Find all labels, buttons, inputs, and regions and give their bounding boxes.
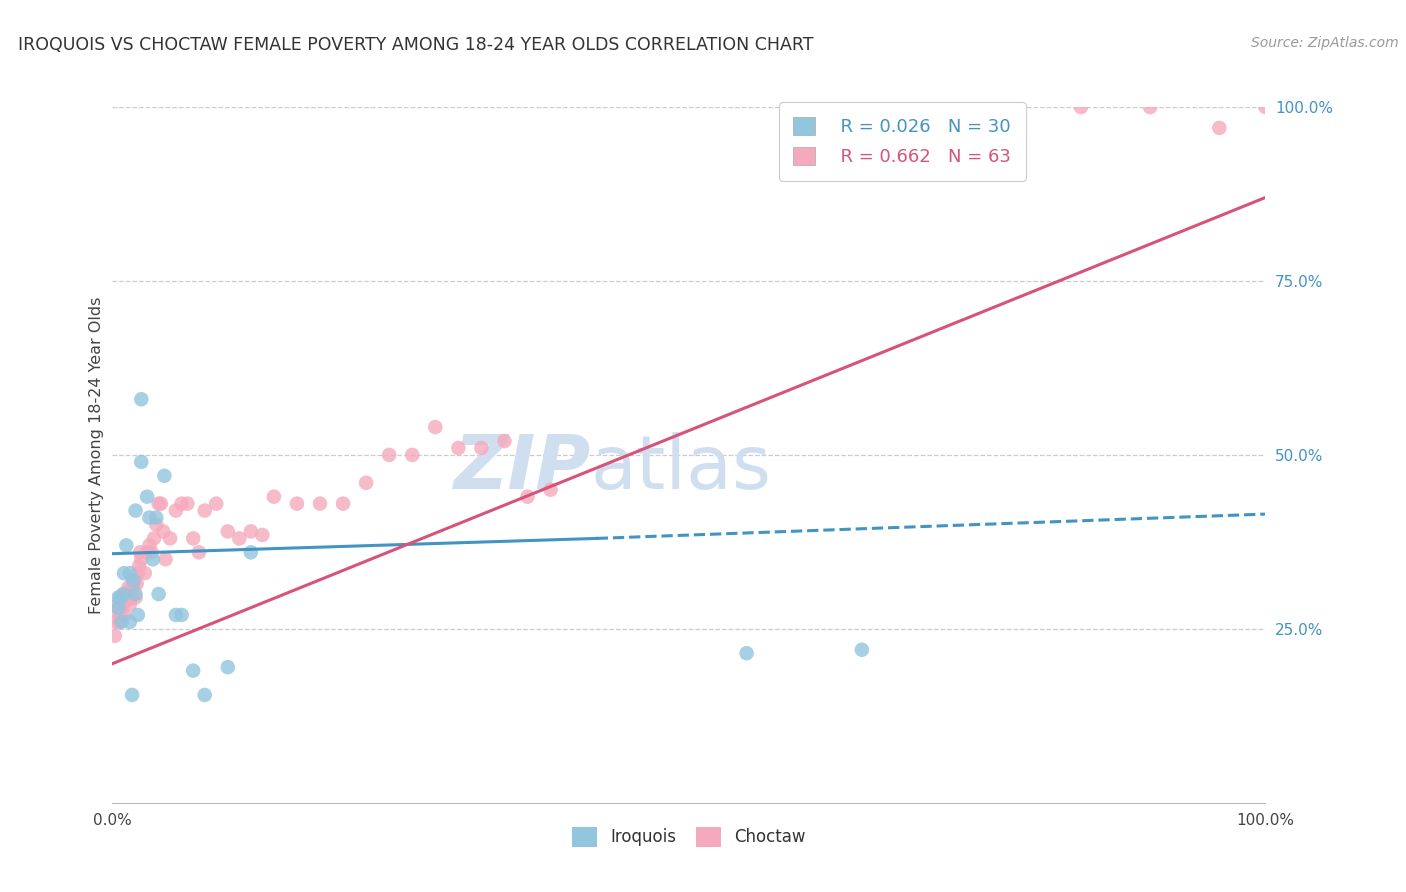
Point — [111, 615, 134, 629]
Point — [117, 587, 139, 601]
Point — [165, 503, 187, 517]
Point — [107, 601, 129, 615]
Point — [1139, 100, 1161, 114]
Point — [134, 566, 156, 581]
Point — [112, 587, 135, 601]
Point — [149, 497, 172, 511]
Point — [1208, 120, 1230, 135]
Y-axis label: Female Poverty Among 18-24 Year Olds: Female Poverty Among 18-24 Year Olds — [89, 296, 104, 614]
Point — [111, 598, 134, 612]
Point — [125, 576, 148, 591]
Point — [129, 552, 153, 566]
Point — [401, 448, 423, 462]
Point — [1254, 100, 1277, 114]
Point — [285, 497, 308, 511]
Point — [194, 503, 217, 517]
Point — [107, 598, 129, 612]
Point — [120, 591, 142, 605]
Point — [118, 615, 141, 629]
Point — [176, 497, 198, 511]
Point — [181, 664, 204, 678]
Point — [138, 538, 160, 552]
Point — [121, 580, 143, 594]
Point — [217, 524, 239, 539]
Point — [127, 607, 149, 622]
Point — [107, 591, 129, 605]
Point — [205, 497, 228, 511]
Point — [115, 594, 138, 608]
Point — [124, 503, 146, 517]
Point — [110, 591, 132, 605]
Text: IROQUOIS VS CHOCTAW FEMALE POVERTY AMONG 18-24 YEAR OLDS CORRELATION CHART: IROQUOIS VS CHOCTAW FEMALE POVERTY AMONG… — [18, 36, 814, 54]
Legend: Iroquois, Choctaw: Iroquois, Choctaw — [565, 820, 813, 854]
Point — [252, 528, 274, 542]
Point — [136, 545, 159, 559]
Point — [155, 552, 177, 566]
Point — [138, 510, 160, 524]
Point — [122, 573, 145, 587]
Point — [170, 497, 193, 511]
Point — [152, 524, 174, 539]
Point — [540, 483, 562, 497]
Point — [112, 566, 135, 581]
Point — [159, 532, 181, 546]
Point — [129, 392, 153, 407]
Text: ZIP: ZIP — [454, 433, 591, 506]
Point — [470, 441, 492, 455]
Point — [309, 497, 332, 511]
Point — [447, 441, 470, 455]
Point — [129, 545, 152, 559]
Point — [425, 420, 447, 434]
Point — [263, 490, 285, 504]
Point — [735, 646, 758, 660]
Point — [112, 591, 135, 605]
Point — [239, 524, 262, 539]
Point — [217, 660, 239, 674]
Point — [332, 497, 354, 511]
Text: Source: ZipAtlas.com: Source: ZipAtlas.com — [1251, 36, 1399, 50]
Point — [516, 490, 538, 504]
Point — [194, 688, 217, 702]
Point — [145, 510, 167, 524]
Point — [121, 688, 143, 702]
Point — [108, 615, 131, 629]
Point — [228, 532, 250, 546]
Point — [111, 587, 134, 601]
Point — [117, 580, 139, 594]
Point — [112, 607, 135, 622]
Text: atlas: atlas — [591, 433, 772, 506]
Point — [124, 576, 146, 591]
Point — [115, 538, 138, 552]
Point — [148, 497, 170, 511]
Point — [142, 552, 165, 566]
Point — [153, 468, 176, 483]
Point — [170, 607, 193, 622]
Point — [181, 532, 204, 546]
Point — [188, 545, 211, 559]
Point — [128, 559, 150, 574]
Point — [378, 448, 401, 462]
Point — [239, 545, 262, 559]
Point — [145, 517, 167, 532]
Point — [136, 490, 159, 504]
Point — [124, 591, 146, 605]
Point — [104, 615, 127, 629]
Point — [118, 598, 141, 612]
Point — [105, 605, 128, 619]
Point — [118, 566, 141, 581]
Point — [354, 475, 377, 490]
Point — [1070, 100, 1092, 114]
Point — [127, 566, 149, 581]
Point — [124, 587, 146, 601]
Point — [141, 545, 163, 559]
Point — [122, 573, 145, 587]
Point — [851, 642, 873, 657]
Point — [143, 532, 166, 546]
Point — [494, 434, 516, 448]
Point — [148, 587, 170, 601]
Point — [165, 607, 187, 622]
Point — [104, 629, 127, 643]
Point — [110, 605, 132, 619]
Point — [129, 455, 153, 469]
